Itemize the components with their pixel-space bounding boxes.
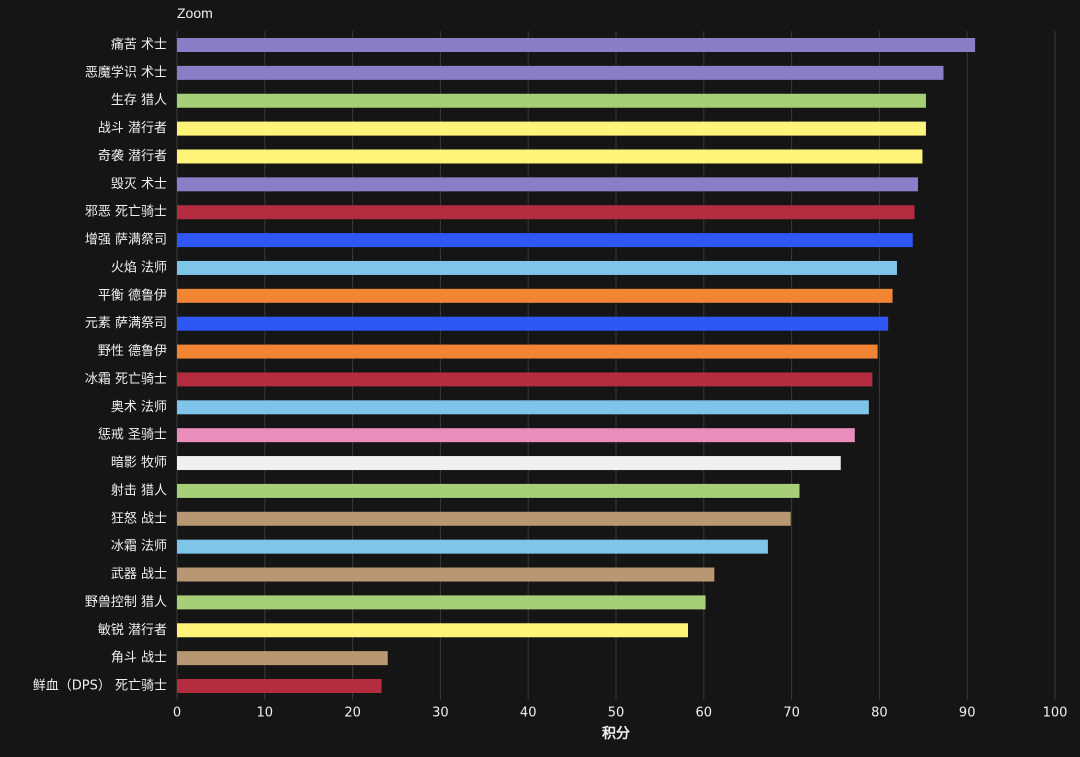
x-tick-label: 50	[608, 706, 625, 721]
category-label: 元素 萨满祭司	[85, 316, 167, 331]
zoom-label[interactable]: Zoom	[177, 5, 213, 21]
category-label: 角斗 战士	[111, 651, 167, 666]
x-tick-label: 30	[432, 706, 449, 721]
bar	[177, 233, 913, 248]
category-label: 邪恶 死亡骑士	[85, 205, 167, 220]
x-tick-label: 60	[696, 706, 713, 721]
category-label: 冰霜 死亡骑士	[85, 372, 167, 387]
x-tick-label: 100	[1043, 706, 1068, 721]
category-label: 毁灭 术士	[111, 177, 167, 192]
bar	[177, 651, 388, 666]
bar	[177, 288, 893, 303]
x-tick-label: 0	[173, 706, 181, 721]
x-tick-label: 80	[871, 706, 888, 721]
bar	[177, 679, 382, 693]
bar	[177, 400, 869, 415]
category-label: 武器 战士	[111, 567, 167, 582]
category-label: 平衡 德鲁伊	[98, 288, 167, 303]
bar	[177, 511, 791, 526]
bar	[177, 456, 841, 471]
bar	[177, 177, 919, 192]
bar	[177, 623, 688, 638]
bar	[177, 539, 768, 554]
bar	[177, 149, 923, 164]
category-label: 敏锐 潜行者	[98, 623, 167, 638]
bar	[177, 65, 944, 80]
x-tick-label: 70	[783, 706, 800, 721]
bar	[177, 428, 855, 443]
category-label: 奇袭 潜行者	[98, 148, 167, 164]
bar	[177, 344, 878, 359]
x-tick-label: 10	[257, 706, 274, 721]
x-tick-label: 40	[520, 706, 537, 721]
category-label: 火焰 法师	[111, 260, 167, 275]
x-tick-label: 90	[959, 706, 976, 721]
bar	[177, 595, 706, 610]
category-label: 惩戒 圣骑士	[98, 428, 167, 443]
bar	[177, 205, 915, 220]
bar	[177, 121, 926, 136]
category-label: 狂怒 战士	[111, 511, 167, 526]
bar	[177, 483, 800, 498]
category-label: 增强 萨满祭司	[85, 233, 167, 248]
x-tick-label: 20	[344, 706, 361, 721]
category-label: 恶魔学识 术士	[85, 64, 167, 80]
category-label: 射击 猎人	[111, 482, 167, 498]
category-label: 奥术 法师	[111, 400, 167, 415]
category-label: 野性 德鲁伊	[98, 344, 167, 359]
category-label: 战斗 潜行者	[98, 121, 167, 136]
category-label: 痛苦 术士	[111, 37, 167, 53]
bar	[177, 93, 926, 108]
category-label: 生存 猎人	[111, 93, 167, 108]
bar	[177, 567, 715, 582]
category-label: 鲜血（DPS） 死亡骑士	[33, 679, 167, 694]
bar	[177, 38, 976, 52]
category-label: 暗影 牧师	[111, 456, 167, 471]
x-axis-title: 积分	[602, 725, 630, 742]
bar	[177, 316, 889, 331]
bar	[177, 372, 873, 387]
category-label: 冰霜 法师	[111, 539, 167, 554]
category-label: 野兽控制 猎人	[85, 595, 167, 610]
bar	[177, 260, 897, 275]
